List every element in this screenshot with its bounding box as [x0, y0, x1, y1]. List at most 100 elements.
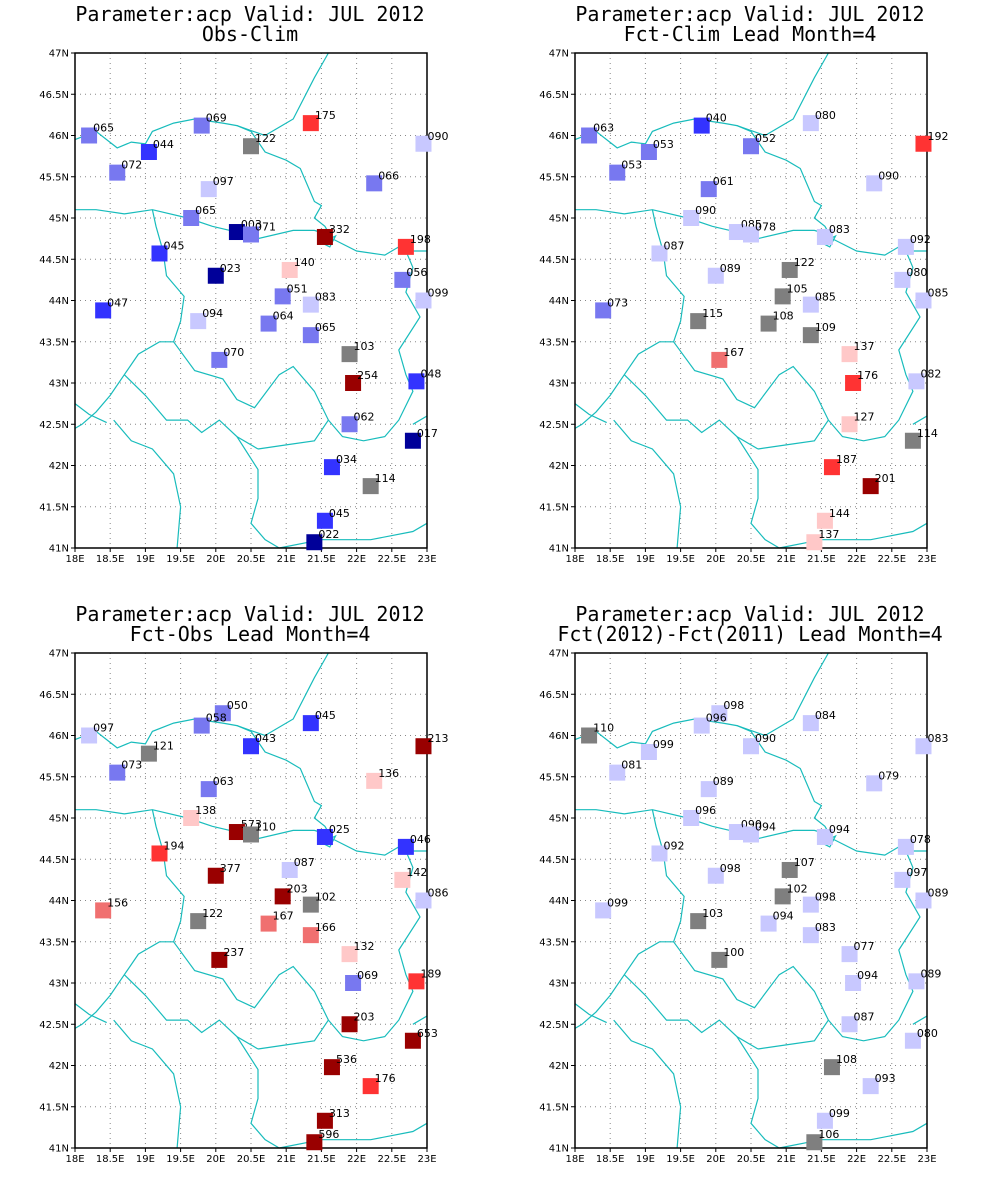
station-marker: [904, 432, 921, 449]
station-marker: [781, 861, 798, 878]
station-marker: [207, 867, 224, 884]
border-line: [412, 415, 428, 425]
station-label: 083: [315, 291, 336, 304]
station-label: 062: [354, 410, 375, 423]
station-label: 110: [593, 722, 614, 735]
station-marker: [743, 826, 759, 843]
station-label: 022: [318, 528, 339, 541]
station-label: 080: [815, 109, 836, 122]
lon-tick-label: 20.5E: [737, 1154, 766, 1165]
border-line: [623, 374, 759, 450]
lon-tick-label: 19E: [136, 554, 155, 565]
station-label: 596: [318, 1128, 339, 1141]
lat-tick-label: 43N: [49, 379, 69, 390]
lat-tick-label: 43N: [49, 979, 69, 990]
border-line: [123, 374, 259, 450]
station-marker: [802, 327, 819, 344]
station-label: 083: [927, 732, 948, 745]
lon-tick-label: 20E: [206, 554, 225, 565]
station-label: 122: [202, 907, 223, 920]
station-marker: [341, 416, 358, 433]
station-marker: [743, 138, 759, 155]
lon-tick-label: 18.5E: [596, 1154, 625, 1165]
station-label: 121: [153, 740, 174, 753]
station-label: 194: [163, 839, 184, 852]
lat-tick-label: 46.5N: [539, 90, 569, 101]
station-marker: [193, 717, 210, 734]
station-label: 094: [755, 821, 776, 834]
lon-tick-label: 18E: [65, 554, 84, 565]
station-label: 099: [427, 287, 448, 300]
station-marker: [841, 946, 858, 963]
station-marker: [260, 315, 277, 332]
station-marker: [306, 534, 323, 551]
station-marker: [915, 135, 932, 152]
station-marker: [774, 288, 791, 305]
station-marker: [345, 975, 362, 991]
station-marker: [415, 292, 432, 309]
station-label: 077: [854, 940, 875, 953]
station-marker: [323, 459, 340, 476]
lat-tick-label: 43N: [549, 979, 569, 990]
station-label: 167: [273, 910, 294, 923]
lon-tick-label: 18.5E: [96, 554, 125, 565]
station-label: 099: [829, 1107, 850, 1120]
lon-tick-label: 20.5E: [737, 554, 766, 565]
station-label: 086: [427, 887, 448, 900]
lon-tick-label: 20E: [706, 554, 725, 565]
station-marker: [394, 871, 411, 888]
border-line: [736, 436, 780, 549]
station-label: 187: [836, 453, 857, 466]
lon-tick-label: 21E: [777, 1154, 796, 1165]
station-marker: [366, 175, 383, 192]
station-label: 045: [329, 507, 350, 520]
lat-tick-label: 45.5N: [39, 172, 69, 183]
lat-tick-label: 47N: [49, 649, 69, 660]
station-label: 017: [417, 427, 438, 440]
border-line: [574, 1003, 607, 1024]
station-label: 653: [417, 1027, 438, 1040]
station-label: 156: [107, 896, 128, 909]
station-marker: [845, 975, 862, 991]
lat-tick-label: 44.5N: [39, 855, 69, 866]
border-line: [574, 52, 829, 149]
panel-fct-obs: Parameter:acp Valid: JUL 2012 Fct-Obs Le…: [0, 600, 500, 1200]
station-marker: [415, 892, 432, 909]
panel-title-line1: Parameter:acp Valid: JUL 2012: [575, 602, 925, 626]
station-marker: [243, 738, 259, 755]
border-line: [74, 1003, 107, 1024]
station-marker: [897, 238, 914, 255]
station-label: 332: [329, 223, 350, 236]
station-label: 237: [223, 946, 244, 959]
station-label: 176: [857, 369, 878, 382]
station-marker: [302, 715, 319, 732]
station-marker: [274, 288, 291, 305]
lon-tick-label: 21.5E: [807, 1154, 836, 1165]
station-marker: [228, 824, 245, 841]
station-label: 142: [406, 866, 427, 879]
lon-tick-label: 18.5E: [96, 1154, 125, 1165]
station-marker: [260, 915, 277, 932]
border-line: [574, 652, 829, 749]
border-line: [736, 725, 927, 856]
station-marker: [581, 127, 598, 144]
lat-tick-label: 43.5N: [539, 937, 569, 948]
station-marker: [316, 1112, 333, 1129]
station-label: 047: [107, 296, 128, 309]
lon-tick-label: 19.5E: [666, 554, 695, 565]
station-marker: [341, 1016, 358, 1033]
station-marker: [915, 738, 932, 755]
station-marker: [728, 224, 745, 241]
station-marker: [183, 210, 200, 226]
lat-tick-label: 45N: [549, 214, 569, 225]
lat-tick-label: 46.5N: [39, 690, 69, 701]
station-marker: [894, 871, 911, 888]
station-label: 083: [815, 921, 836, 934]
station-marker: [316, 828, 333, 845]
station-marker: [281, 861, 298, 878]
border-line: [912, 1015, 928, 1025]
border-line: [613, 419, 682, 549]
lon-tick-label: 22.5E: [878, 554, 907, 565]
station-marker: [866, 775, 883, 792]
station-marker: [214, 705, 231, 722]
